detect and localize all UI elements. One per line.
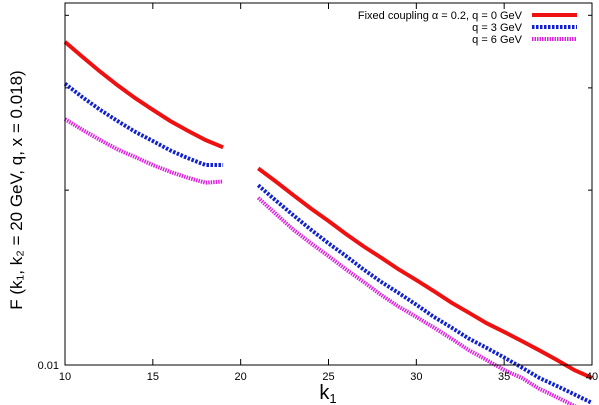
legend-label: q = 6 GeV <box>472 34 523 46</box>
x-tick-label: 10 <box>59 371 71 383</box>
series-line-segment <box>256 183 593 405</box>
x-axis-title-subscript: 1 <box>329 391 336 405</box>
series-lines <box>63 40 593 405</box>
y-axis-title: F (k₁, k₂ = 20 GeV, q, x = 0.018) <box>7 70 26 309</box>
series-line-segment <box>256 196 578 405</box>
tick-marks <box>64 3 593 366</box>
x-tick-label: 20 <box>235 371 247 383</box>
x-tick-label: 15 <box>147 371 159 383</box>
series-2 <box>63 82 593 405</box>
y-tick-labels: 0.01 <box>38 360 59 372</box>
plot-frame <box>64 2 593 366</box>
legend-label: q = 3 GeV <box>472 22 523 34</box>
x-tick-label: 35 <box>498 371 510 383</box>
x-axis-title-main: k <box>319 382 330 404</box>
x-tick-label: 30 <box>410 371 422 383</box>
y-tick-label: 0.01 <box>38 360 59 372</box>
series-line-segment <box>63 40 224 150</box>
x-tick-label: 40 <box>586 371 598 383</box>
legend-label: Fixed coupling α = 0.2, q = 0 GeV <box>358 10 523 22</box>
x-tick-labels: 10 15 20 25 30 35 40 <box>59 371 598 383</box>
series-3 <box>63 117 578 405</box>
series-line-segment <box>63 82 224 167</box>
x-tick-label: 25 <box>322 371 334 383</box>
series-line-segment <box>257 166 593 380</box>
x-axis-title: k1 <box>319 382 336 405</box>
series-line-segment <box>63 117 224 185</box>
series-1 <box>63 40 593 380</box>
